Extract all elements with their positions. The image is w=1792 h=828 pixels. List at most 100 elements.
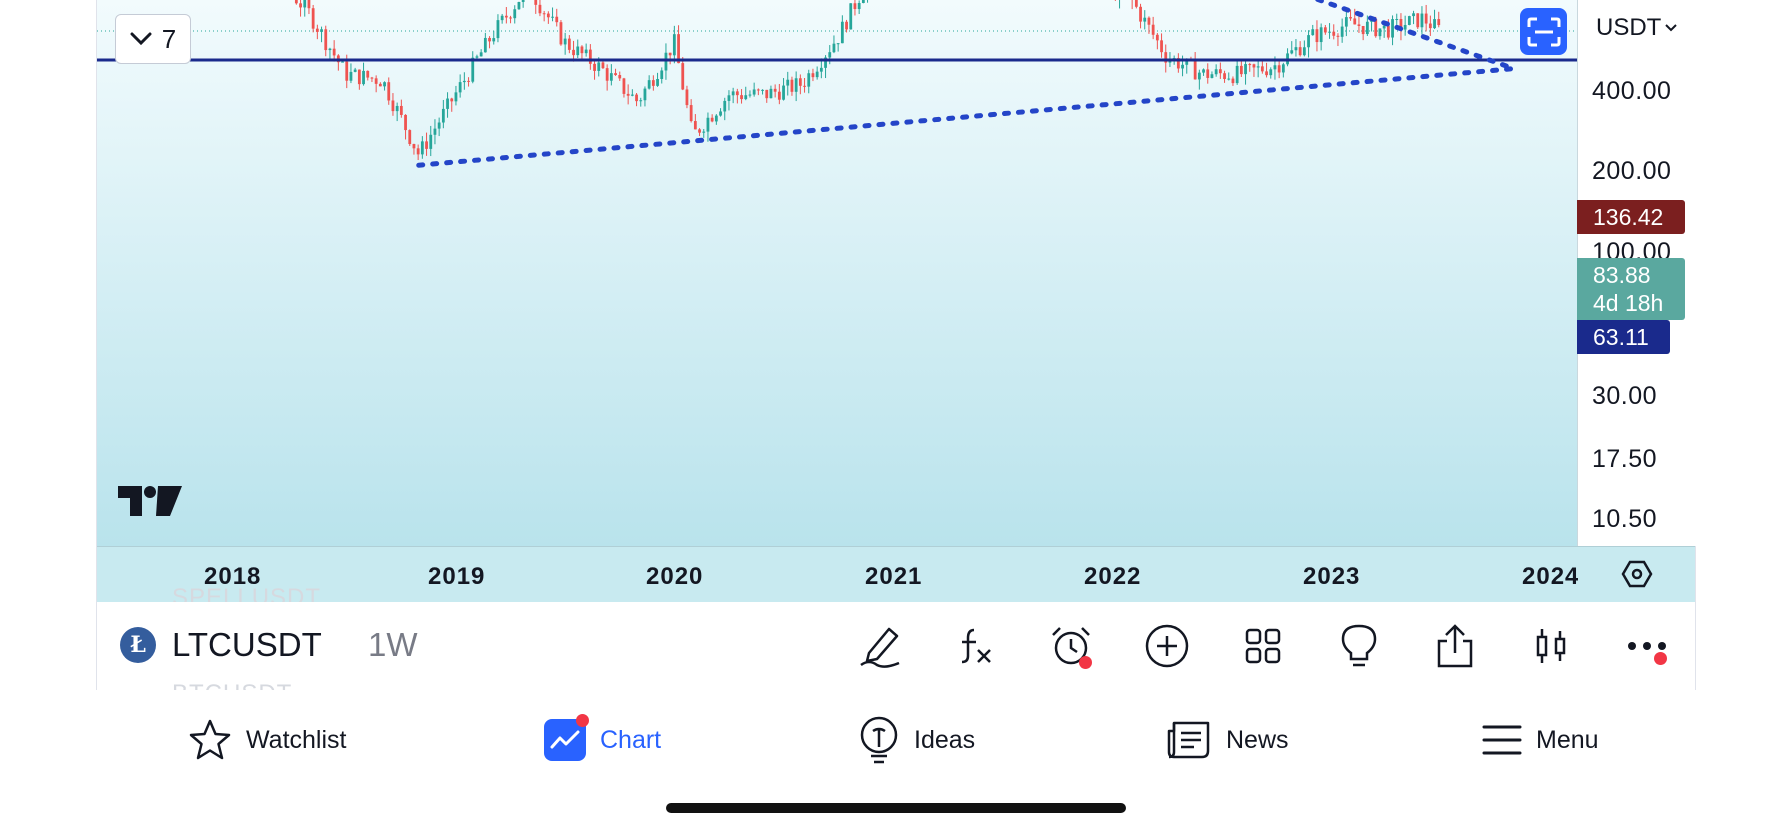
candle-body <box>681 63 685 90</box>
add-button[interactable] <box>1139 618 1195 674</box>
candle-body <box>790 79 794 92</box>
candle-body <box>727 95 731 101</box>
candle-body <box>1311 29 1315 36</box>
nav-ideas-label: Ideas <box>914 725 976 754</box>
candle-body <box>416 148 420 155</box>
candle-body <box>819 67 823 72</box>
candle-body <box>1361 26 1365 35</box>
candle-body <box>450 98 454 102</box>
share-button[interactable] <box>1427 618 1483 674</box>
symbol-interval[interactable]: 1W <box>368 626 418 663</box>
price-tick: 200.00 <box>1592 157 1672 185</box>
candle-body <box>660 70 664 79</box>
indicators-button[interactable] <box>948 618 1004 674</box>
candle-body <box>500 15 504 21</box>
ideas-bulb-icon <box>860 716 898 764</box>
candle-body <box>832 43 836 53</box>
currency-selector[interactable]: USDT <box>1596 14 1678 42</box>
alerts-button[interactable] <box>1043 618 1099 674</box>
candle-body <box>366 70 370 78</box>
symbol-name[interactable]: LTCUSDT <box>172 626 322 663</box>
candle-body <box>328 48 332 51</box>
price-tick: 30.00 <box>1592 382 1658 410</box>
candle-body <box>651 80 655 86</box>
candle-body <box>761 89 764 91</box>
candle-body <box>1277 65 1281 73</box>
candle-body <box>807 73 811 87</box>
candle-body <box>714 115 718 122</box>
candle-body <box>1294 47 1298 51</box>
candle-body <box>786 79 790 86</box>
year-tick: 2024 <box>1522 563 1578 590</box>
candle-body <box>303 0 307 8</box>
candle-body <box>446 98 449 109</box>
candle-body <box>605 68 609 81</box>
price-tick: 10.50 <box>1592 505 1658 533</box>
candle-body <box>861 0 865 3</box>
candle-body <box>1290 50 1294 54</box>
interval-button[interactable]: 7 <box>115 14 191 64</box>
time-axis[interactable] <box>97 546 1695 602</box>
candle-body <box>412 144 416 149</box>
candle-body <box>580 46 584 54</box>
chart-settings-button[interactable] <box>1621 558 1653 595</box>
candle-body <box>1319 27 1323 43</box>
candle-body <box>840 21 844 44</box>
candle-body <box>643 88 647 101</box>
candle-body <box>794 78 798 92</box>
candle-body <box>357 69 361 85</box>
candle-body <box>685 89 689 106</box>
layout-grid-icon <box>1245 628 1281 664</box>
current-price-tag: 83.88 4d 18h <box>1577 258 1685 320</box>
chart-type-button[interactable] <box>1523 618 1579 674</box>
ideas-tool-button[interactable] <box>1331 618 1387 674</box>
candle-body <box>551 16 554 18</box>
interval-count: 7 <box>161 23 177 54</box>
trendline-upper <box>1311 0 1517 72</box>
layout-button[interactable] <box>1235 618 1291 674</box>
candle-body <box>824 57 827 68</box>
ghost-symbol: SPELLUSDT <box>172 584 322 602</box>
settings-hexagon-icon <box>1621 560 1653 588</box>
candle-body <box>706 117 710 132</box>
candle-body <box>441 108 445 123</box>
candle-body <box>504 15 508 18</box>
candle-body <box>748 94 752 96</box>
nav-news[interactable]: News <box>1166 718 1289 762</box>
candle-body <box>391 100 395 112</box>
candle-body <box>723 100 727 112</box>
candle-body <box>1353 18 1357 25</box>
candle-body <box>1252 64 1256 68</box>
candle-body <box>1265 71 1268 76</box>
candle-body <box>425 141 428 149</box>
candle-body <box>1328 31 1331 33</box>
nav-chart[interactable]: Chart <box>544 714 662 762</box>
chart-area[interactable] <box>97 0 1577 546</box>
candle-body <box>693 121 697 130</box>
candle-body <box>584 49 588 54</box>
candle-body <box>618 75 622 79</box>
candle-body <box>324 29 328 51</box>
more-button[interactable] <box>1619 618 1675 674</box>
share-icon <box>1437 624 1473 668</box>
candle-body <box>647 80 651 89</box>
candle-body <box>387 82 391 101</box>
resistance-price-tag: 136.42 <box>1577 200 1685 234</box>
candle-body <box>1374 19 1378 37</box>
candle-body <box>614 73 617 76</box>
candle-body <box>492 38 496 42</box>
year-tick: 2022 <box>1084 563 1142 590</box>
alarm-clock-icon <box>1052 627 1090 665</box>
nav-watchlist[interactable]: Watchlist <box>188 718 346 762</box>
candle-body <box>429 134 433 149</box>
fullscreen-button[interactable] <box>1520 8 1567 55</box>
candle-body <box>433 128 437 135</box>
nav-chart-label: Chart <box>600 725 662 754</box>
drawing-tools-button[interactable] <box>852 618 908 674</box>
candle-body <box>345 61 349 81</box>
candle-body <box>626 93 630 96</box>
price-chart[interactable] <box>97 0 1577 546</box>
nav-ideas[interactable]: Ideas <box>858 716 976 764</box>
nav-menu[interactable]: Menu <box>1482 718 1599 762</box>
candle-body <box>294 0 298 4</box>
